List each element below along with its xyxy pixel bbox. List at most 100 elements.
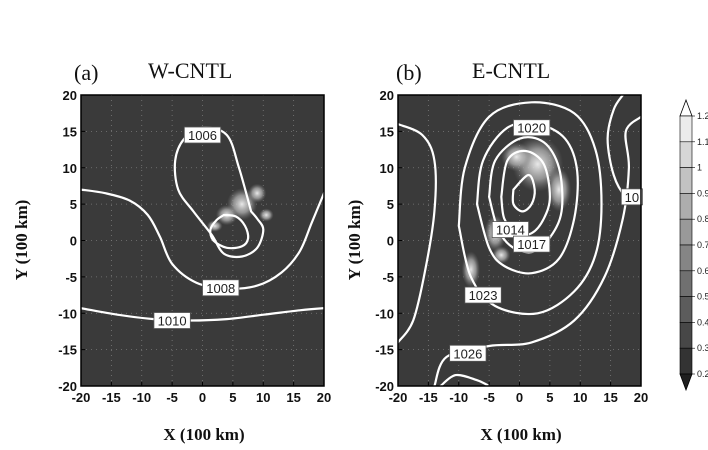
y-tick-label: 15 bbox=[63, 124, 77, 139]
colorbar-label: 0.9 bbox=[697, 188, 708, 198]
panel-a-x-ticks: -20 -15 -10 -5 0 5 10 15 20 bbox=[72, 382, 331, 405]
y-tick-label: -20 bbox=[375, 379, 394, 394]
contour-label-box bbox=[513, 119, 551, 137]
contour-line-1017 bbox=[488, 136, 564, 254]
colorbar-label: 0.4 bbox=[697, 317, 708, 327]
contour-label-box bbox=[183, 126, 222, 144]
panel-b-title: E-CNTL bbox=[472, 58, 550, 83]
y-tick-label: -15 bbox=[375, 343, 394, 358]
contour-line-1008 bbox=[81, 188, 324, 290]
colorbar-segment bbox=[679, 296, 693, 323]
y-tick-label: -20 bbox=[58, 379, 77, 394]
x-tick-label: -20 bbox=[389, 390, 408, 405]
x-tick-label: 0 bbox=[516, 390, 523, 405]
colorbar-segment bbox=[679, 167, 693, 194]
x-tick-label: 10 bbox=[256, 390, 270, 405]
contour-label: 1008 bbox=[202, 279, 240, 297]
panel-b-label: (b) bbox=[396, 60, 422, 85]
panel-b-ylabel: Y (100 km) bbox=[345, 200, 364, 281]
colorbar-segment bbox=[679, 347, 693, 375]
contour-line-1011 bbox=[511, 173, 536, 213]
colorbar-segment bbox=[679, 115, 693, 143]
contour-label-box bbox=[464, 286, 502, 304]
colorbar-segment bbox=[679, 270, 693, 297]
precipitation-cell bbox=[501, 142, 532, 172]
colorbar-segment bbox=[679, 141, 693, 168]
x-tick-label: -5 bbox=[166, 390, 178, 405]
contour-label: 1017 bbox=[513, 235, 551, 253]
panel-a-y-ticks: -20 -15 -10 -5 0 5 10 15 20 bbox=[58, 88, 85, 394]
contour-label: 1023 bbox=[464, 286, 502, 304]
colorbar-label: 0.8 bbox=[697, 214, 708, 224]
panel-b-xlabel: X (100 km) bbox=[480, 425, 561, 444]
contour-label-box bbox=[513, 235, 551, 253]
contour-line-1026 bbox=[398, 123, 437, 344]
colorbar-label: 1.2 bbox=[697, 111, 708, 121]
y-tick-label: 0 bbox=[70, 234, 77, 249]
contour-label-box bbox=[449, 344, 487, 362]
contour-line-1004 bbox=[209, 213, 250, 250]
x-tick-label: 20 bbox=[317, 390, 331, 405]
contour-label-text: 1014 bbox=[496, 223, 525, 238]
colorbar-bottom-arrow bbox=[679, 373, 693, 392]
contour-label-box bbox=[620, 188, 643, 206]
panel-a-contour-labels: 1006 1008 1010 bbox=[153, 126, 240, 329]
y-tick-label: 20 bbox=[63, 88, 77, 103]
y-tick-label: 5 bbox=[70, 197, 77, 212]
contour-label: 1014 bbox=[491, 221, 529, 238]
y-tick-label: -10 bbox=[58, 306, 77, 321]
precipitation-cell bbox=[248, 183, 267, 203]
colorbar-label: 1 bbox=[697, 163, 702, 173]
contour-label: 1006 bbox=[183, 126, 222, 144]
contour-label-text: 1017 bbox=[517, 237, 546, 252]
colorbar: 1.2 1.1 1 0.9 0.8 0.7 0.6 0.5 0.4 0.3 0.2 bbox=[679, 98, 708, 392]
contour-label: 1026 bbox=[449, 344, 487, 362]
colorbar-segment bbox=[679, 218, 693, 246]
contour-line-1029 bbox=[439, 373, 491, 386]
precipitation-cell bbox=[492, 246, 511, 264]
panel-b-y-ticks: -20 -15 -10 -5 0 5 10 15 20 bbox=[375, 88, 402, 394]
colorbar-label: 0.2 bbox=[697, 369, 708, 379]
panel-a-grid bbox=[81, 95, 324, 386]
colorbar-label: 1.1 bbox=[697, 137, 708, 147]
x-tick-label: -15 bbox=[419, 390, 438, 405]
panel-a-label: (a) bbox=[74, 60, 98, 85]
x-tick-label: 5 bbox=[546, 390, 553, 405]
x-tick-label: 20 bbox=[634, 390, 648, 405]
panel-a-title: W-CNTL bbox=[148, 58, 232, 83]
colorbar-label: 0.7 bbox=[697, 240, 708, 250]
x-tick-label: -20 bbox=[72, 390, 91, 405]
contour-label-text: 1010 bbox=[158, 314, 187, 329]
contour-label-text: 1023 bbox=[469, 288, 498, 303]
x-tick-label: -10 bbox=[449, 390, 468, 405]
contour-label-text: 1026 bbox=[453, 346, 482, 361]
contour-line-1020 bbox=[475, 121, 579, 275]
contour-label-box bbox=[153, 312, 191, 329]
contour-line-1010 bbox=[81, 307, 324, 322]
precipitation-cell bbox=[546, 167, 572, 212]
x-tick-label: 0 bbox=[199, 390, 206, 405]
contour-label-text: 1008 bbox=[206, 281, 235, 296]
colorbar-segment bbox=[679, 322, 693, 349]
y-tick-label: -10 bbox=[375, 306, 394, 321]
y-tick-label: 20 bbox=[380, 88, 394, 103]
x-tick-label: 10 bbox=[573, 390, 587, 405]
y-tick-label: 0 bbox=[387, 234, 394, 249]
y-tick-label: 15 bbox=[380, 124, 394, 139]
y-tick-label: 10 bbox=[63, 161, 77, 176]
y-tick-label: -5 bbox=[65, 270, 77, 285]
precipitation-cell bbox=[258, 208, 274, 222]
contour-label-text: 1020 bbox=[517, 121, 546, 136]
contour-label-box bbox=[202, 279, 240, 297]
x-tick-label: 15 bbox=[603, 390, 617, 405]
x-tick-label: -15 bbox=[102, 390, 121, 405]
contour-label: 1010 bbox=[153, 312, 191, 329]
contour-label-text: 1006 bbox=[188, 128, 217, 143]
contour-label: 10 bbox=[620, 188, 643, 206]
colorbar-label: 0.6 bbox=[697, 266, 708, 276]
panel-a-xlabel: X (100 km) bbox=[163, 425, 244, 444]
